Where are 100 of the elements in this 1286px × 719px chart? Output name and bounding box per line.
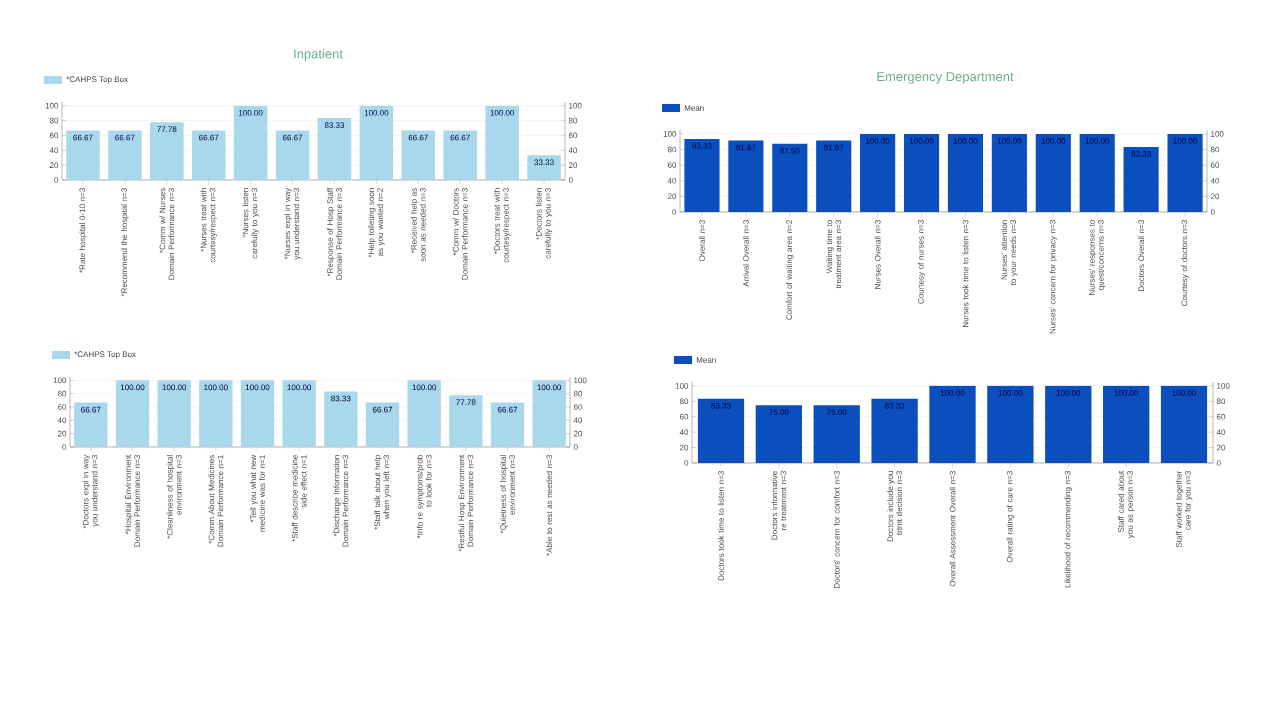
data-label: 100.00 (287, 384, 312, 391)
y-tick-label: 80 (667, 146, 677, 153)
data-label: 100.00 (909, 138, 934, 144)
bar (1160, 385, 1208, 463)
y2-tick-label: 20 (57, 430, 67, 437)
data-label: 66.67 (372, 406, 393, 413)
x-tick-label: *Quietness of hospital environment n=3 (500, 455, 515, 534)
y2-tick-label: 40 (568, 147, 578, 154)
data-label: 83.33 (711, 402, 731, 409)
data-label: 77.78 (157, 126, 177, 133)
x-tick-label: Doctors informative re treatment n=3 (771, 471, 787, 540)
y-tick-label: 40 (49, 147, 59, 154)
bar (365, 402, 400, 447)
bar (728, 140, 764, 212)
x-tick-label: Doctors' concern for comfort n=3 (833, 471, 840, 588)
y-tick-label: 40 (573, 417, 583, 424)
y2-tick-label: 80 (568, 117, 578, 124)
data-label: 100.00 (1172, 390, 1196, 396)
x-tick-label: *Comm w/ Doctors Domain Performance n=3 (452, 188, 468, 280)
data-label: 75.00 (769, 409, 789, 415)
x-tick-label: *Response of Hosp Staff Domain Performance n=3 (327, 187, 342, 280)
y-tick-label: 20 (573, 430, 583, 437)
x-tick-label: Courtesy of doctors n=3 (1181, 220, 1189, 306)
y2-tick-label: 0 (1216, 460, 1221, 466)
x-tick-label: Nurses Overall n=3 (874, 220, 881, 289)
data-label: 100.00 (1114, 390, 1139, 396)
bar (282, 380, 316, 447)
chart-title: Inpatient (294, 48, 343, 62)
data-label: 100.00 (120, 384, 145, 391)
x-tick-label: *Nurses listen carefully to you n=3 (242, 188, 259, 259)
x-tick-label: *Comm w/ Nurses Domain Performance n=3 (159, 188, 175, 280)
bar (871, 398, 918, 463)
data-label: 100.00 (239, 109, 263, 116)
y2-tick-label: 20 (568, 162, 578, 168)
bar (66, 130, 100, 180)
y-tick-label: 60 (667, 162, 677, 168)
x-tick-label: Doctors took time to listen n=3 (718, 471, 724, 581)
y-tick-label: 80 (573, 390, 583, 397)
x-tick-label: *Comm About Medicines Domain Performance n=1 (208, 455, 224, 547)
y-tick-label: 80 (679, 398, 689, 405)
data-label: 66.67 (73, 134, 93, 141)
bar (401, 130, 436, 180)
bar (359, 105, 394, 180)
x-tick-label: Doctors include you trtmt decision n=3 (887, 471, 903, 542)
bar (697, 398, 745, 463)
data-label: 100.00 (940, 390, 965, 396)
data-label: 100.00 (204, 384, 228, 391)
data-label: 93.33 (692, 143, 712, 149)
bar (275, 130, 310, 180)
chart-title: Emergency Department (877, 72, 1014, 84)
data-label: 100.00 (364, 109, 389, 116)
x-tick-label: *Discharge Information Domain Performance n=3 (333, 455, 349, 547)
bar (860, 133, 896, 212)
y-tick-label: 0 (684, 460, 689, 466)
bar (108, 130, 142, 180)
bar (929, 385, 976, 463)
y2-tick-label: 80 (1216, 398, 1226, 405)
bar (449, 395, 483, 447)
bar (317, 118, 352, 180)
y2-tick-label: 60 (1210, 162, 1220, 168)
x-tick-label: Nurses' concern for privacy n=3 (1049, 220, 1058, 334)
x-tick-label: Courtesy of nurses n=3 (917, 220, 926, 304)
y-tick-label: 20 (49, 162, 59, 168)
bar (991, 133, 1027, 212)
data-label: 83.33 (1131, 151, 1151, 157)
data-label: 66.67 (81, 406, 101, 413)
data-label: 100.00 (245, 384, 270, 391)
bar (903, 133, 940, 212)
data-label: 91.67 (736, 144, 756, 151)
data-label: 100.00 (490, 109, 515, 116)
x-tick-label: Overall rating of care n=3 (1006, 471, 1015, 563)
data-label: 100.00 (1041, 138, 1066, 144)
data-label: 100.00 (997, 138, 1022, 144)
x-tick-label: *Doctors expl in way you understand n=3 (82, 454, 100, 529)
data-label: 66.67 (115, 134, 135, 141)
y2-tick-label: 20 (1216, 444, 1226, 451)
bar (150, 122, 184, 180)
data-label: 83.33 (884, 402, 905, 409)
data-label: 66.67 (450, 134, 470, 141)
legend-label: *CAHPS Top Box (74, 351, 136, 359)
x-tick-label: Overall n=3 (699, 220, 705, 261)
data-label: 100.00 (953, 138, 978, 144)
y-tick-label: 100 (663, 131, 677, 137)
x-tick-label: Staff cared about you as person n=3 (1117, 470, 1135, 539)
data-label: 100.00 (412, 384, 437, 391)
data-label: 100.00 (1056, 390, 1081, 396)
bar (407, 380, 441, 447)
x-tick-label: Nurses' attention to your needs n=3 (1001, 220, 1018, 286)
data-label: 91.67 (824, 144, 844, 151)
data-label: 33.33 (534, 159, 554, 166)
y-tick-label: 0 (54, 177, 59, 183)
bar (816, 140, 852, 212)
bar (527, 155, 561, 180)
x-tick-label: Waiting time to treatment area n=3 (826, 220, 842, 289)
y-tick-label: 20 (679, 444, 689, 451)
x-tick-label: *Cleanliness of hospital environment n=3 (166, 455, 182, 539)
y2-tick-label: 40 (1210, 177, 1220, 184)
y2-tick-label: 60 (568, 132, 578, 139)
x-tick-label: *Able to rest as needed n=3 (546, 455, 553, 556)
y-tick-label: 60 (573, 404, 583, 410)
